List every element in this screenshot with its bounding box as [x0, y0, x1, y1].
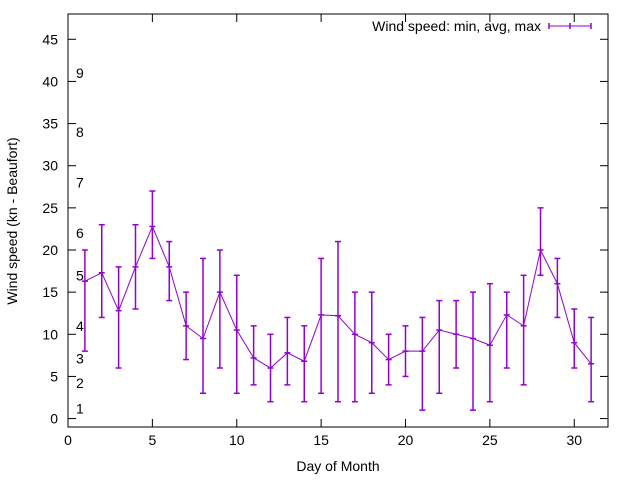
error-bar: [301, 325, 308, 403]
error-bar: [486, 282, 493, 403]
error-bar: [520, 274, 527, 386]
beaufort-label: 4: [76, 318, 84, 334]
error-bar: [318, 257, 325, 395]
error-bar: [166, 240, 173, 302]
y-tick-label: 25: [42, 200, 58, 216]
beaufort-label: 5: [76, 267, 84, 283]
beaufort-labels: 1 2 3 4 5 6 7 8 9: [76, 65, 84, 416]
error-bar: [436, 299, 443, 395]
error-bar: [453, 299, 460, 369]
error-bar: [98, 223, 105, 319]
beaufort-label: 6: [76, 225, 84, 241]
error-bar: [554, 257, 561, 319]
error-bar: [149, 190, 156, 260]
x-tick-label: 0: [64, 432, 72, 448]
error-bar: [284, 316, 291, 386]
error-bar: [588, 316, 595, 403]
y-tick-label: 20: [42, 242, 58, 258]
x-tick-label: 5: [148, 432, 156, 448]
y-tick-label: 40: [42, 73, 58, 89]
beaufort-label: 9: [76, 65, 84, 81]
legend-marker: [548, 23, 592, 29]
error-bar: [385, 333, 392, 386]
plot-border: [67, 13, 609, 428]
x-tick-label: 30: [566, 432, 582, 448]
x-tick-label: 10: [229, 432, 245, 448]
error-bar: [183, 291, 190, 361]
legend-label: Wind speed: min, avg, max: [372, 18, 541, 34]
y-tick-label: 15: [42, 284, 58, 300]
error-bar: [335, 240, 341, 403]
x-axis-label: Day of Month: [296, 458, 379, 474]
x-tick-label: 15: [313, 432, 329, 448]
error-bar: [368, 291, 375, 395]
error-bar: [537, 207, 544, 277]
error-bar: [419, 316, 426, 411]
y-tick-label: 10: [42, 326, 58, 342]
error-bar: [571, 308, 578, 369]
error-bar: [115, 266, 122, 369]
error-bar: [402, 325, 409, 378]
beaufort-label: 2: [76, 375, 84, 391]
y-axis-label: Wind speed (kn - Beaufort): [4, 137, 20, 304]
error-bar: [503, 291, 510, 369]
error-bar: [233, 274, 240, 395]
error-bar: [216, 249, 223, 369]
beaufort-label: 7: [76, 175, 84, 191]
x-axis: 0 5 10 15 20 25 30: [64, 14, 582, 448]
error-bar: [81, 249, 88, 352]
beaufort-label: 1: [76, 400, 84, 416]
error-bar: [267, 333, 274, 403]
y-tick-label: 5: [50, 368, 58, 384]
series-wind-speed: [81, 190, 595, 411]
error-bar: [200, 257, 206, 395]
x-tick-label: 25: [482, 432, 498, 448]
x-tick-label: 20: [398, 432, 414, 448]
error-bar: [351, 291, 358, 403]
y-tick-label: 35: [42, 116, 58, 132]
error-bar: [250, 325, 257, 386]
y-tick-label: 0: [50, 411, 58, 427]
error-bar: [470, 291, 476, 411]
error-bar: [132, 223, 139, 310]
y-tick-label: 45: [42, 31, 58, 47]
beaufort-label: 3: [76, 351, 84, 367]
legend: Wind speed: min, avg, max: [372, 18, 592, 34]
beaufort-label: 8: [76, 124, 84, 140]
y-tick-label: 30: [42, 158, 58, 174]
